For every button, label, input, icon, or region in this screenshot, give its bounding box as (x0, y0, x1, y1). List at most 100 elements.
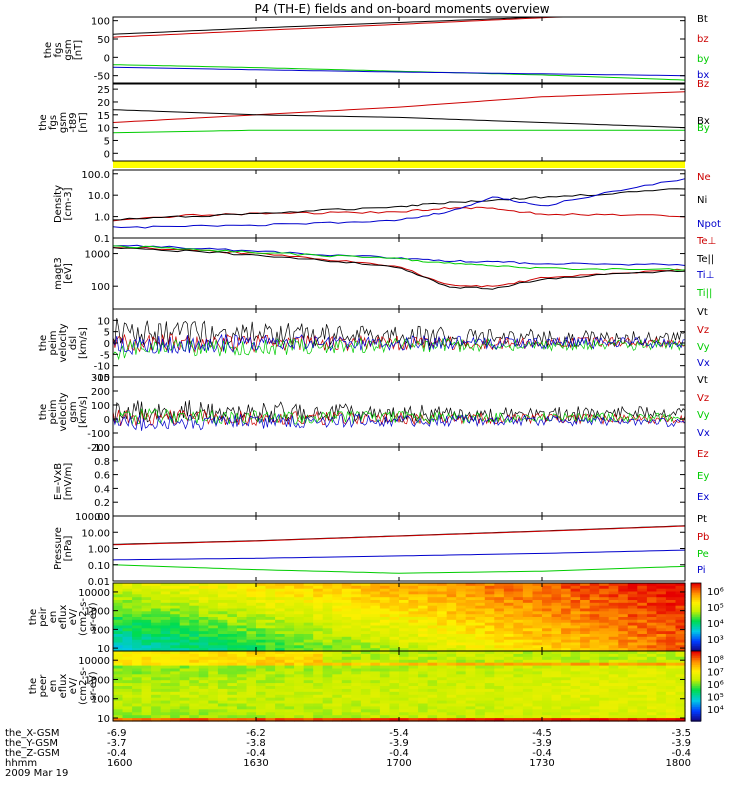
heatmap-cell (551, 680, 562, 684)
heatmap-cell (275, 694, 286, 699)
heatmap-cell (246, 680, 257, 684)
heatmap-cell (132, 709, 143, 713)
heatmap-cell (608, 706, 619, 710)
heatmap-cell (570, 656, 581, 661)
heatmap-cell (484, 645, 495, 649)
heatmap-cell (418, 639, 429, 644)
heatmap-cell (408, 648, 419, 652)
heatmap-cell (160, 718, 171, 722)
heatmap-cell (656, 628, 667, 632)
heatmap-cell (122, 636, 133, 641)
heatmap-cell (646, 619, 657, 624)
heatmap-cell (456, 709, 467, 713)
heatmap-cell (208, 686, 219, 690)
heatmap-cell (389, 619, 400, 624)
heatmap-cell (189, 602, 200, 607)
heatmap-cell (408, 591, 419, 595)
heatmap-cell (227, 665, 238, 670)
heatmap-cell (646, 668, 657, 672)
heatmap-cell (132, 659, 143, 664)
heatmap-cell (637, 677, 648, 681)
heatmap-cell (322, 602, 333, 607)
heatmap-cell (294, 617, 305, 621)
heatmap-cell (208, 628, 219, 632)
heatmap-cell (532, 625, 543, 629)
heatmap-cell (446, 642, 457, 646)
heatmap-cell (370, 594, 381, 598)
heatmap-cell (665, 608, 676, 612)
y-tick-label: 0.10 (88, 561, 110, 572)
heatmap-cell (208, 715, 219, 719)
heatmap-cell (236, 622, 247, 627)
heatmap-cell (513, 709, 524, 713)
heatmap-cell (418, 700, 429, 705)
heatmap-cell (646, 715, 657, 719)
heatmap-cell (141, 662, 152, 667)
heatmap-cell (360, 718, 371, 722)
colorbar-segment (691, 623, 701, 627)
heatmap-cell (427, 608, 438, 612)
heatmap-cell (170, 611, 181, 615)
heatmap-cell (227, 653, 238, 658)
heatmap-cell (370, 591, 381, 595)
heatmap-cell (665, 614, 676, 618)
heatmap-cell (608, 691, 619, 696)
heatmap-cell (532, 718, 543, 722)
heatmap-cell (360, 639, 371, 644)
heatmap-cell (494, 583, 505, 587)
heatmap-cell (608, 697, 619, 702)
heatmap-cell (198, 668, 209, 672)
heatmap-cell (570, 642, 581, 646)
heatmap-cell (313, 674, 324, 678)
heatmap-cell (246, 585, 257, 590)
heatmap-cell (399, 683, 410, 687)
heatmap-cell (675, 686, 686, 690)
heatmap-cell (198, 715, 209, 719)
heatmap-cell (322, 653, 333, 658)
heatmap-cell (303, 628, 314, 632)
heatmap-cell (284, 659, 295, 664)
heatmap-cell (418, 668, 429, 672)
heatmap-cell (379, 600, 390, 604)
heatmap-cell (179, 706, 190, 710)
heatmap-cell (456, 645, 467, 649)
heatmap-cell (265, 715, 276, 719)
heatmap-cell (418, 694, 429, 699)
heatmap-cell (246, 706, 257, 710)
heatmap-cell (551, 648, 562, 652)
heatmap-cell (227, 680, 238, 684)
heatmap-cell (341, 645, 352, 649)
heatmap-cell (198, 614, 209, 618)
heatmap-cell (113, 594, 124, 598)
heatmap-cell (618, 588, 629, 593)
heatmap-cell (637, 585, 648, 590)
heatmap-cell (608, 628, 619, 632)
heatmap-cell (646, 709, 657, 713)
heatmap-cell (570, 651, 581, 655)
heatmap-cell (322, 645, 333, 649)
heatmap-cell (542, 697, 553, 702)
heatmap-cell (580, 656, 591, 661)
heatmap-cell (513, 703, 524, 707)
heatmap-cell (656, 605, 667, 610)
heatmap-cell (265, 688, 276, 693)
heatmap-cell (227, 671, 238, 675)
heatmap-cell (494, 688, 505, 693)
heatmap-cell (141, 651, 152, 655)
heatmap-cell (227, 712, 238, 716)
heatmap-cell (294, 625, 305, 629)
heatmap-cell (542, 639, 553, 644)
heatmap-cell (418, 648, 429, 652)
heatmap-cell (637, 686, 648, 690)
heatmap-cell (256, 656, 267, 661)
heatmap-cell (294, 585, 305, 590)
heatmap-cell (236, 639, 247, 644)
heatmap-cell (170, 591, 181, 595)
heatmap-cell (170, 602, 181, 607)
heatmap-cell (141, 642, 152, 646)
heatmap-cell (179, 611, 190, 615)
heatmap-cell (427, 718, 438, 722)
heatmap-cell (322, 631, 333, 635)
heatmap-cell (227, 628, 238, 632)
